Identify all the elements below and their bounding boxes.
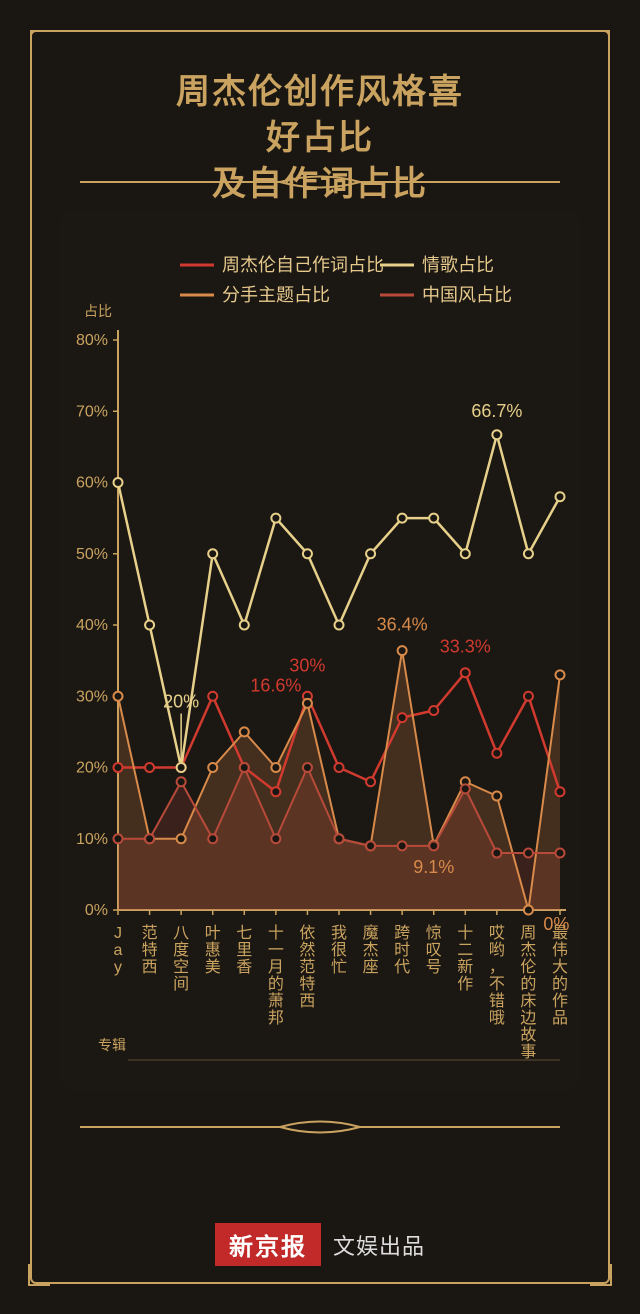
svg-text:50%: 50% [76,546,108,563]
svg-text:故: 故 [520,1026,536,1044]
svg-text:作: 作 [552,992,568,1010]
svg-text:分手主题占比: 分手主题占比 [222,285,330,305]
svg-text:20%: 20% [163,692,199,712]
svg-text:20%: 20% [76,760,108,777]
svg-text:依: 依 [299,924,315,942]
svg-text:占比: 占比 [84,303,112,319]
svg-text:然: 然 [299,941,315,959]
chart-container: 0%10%20%30%40%50%60%70%80%占比Jay范特西八度空间叶惠… [60,210,580,1090]
svg-text:床: 床 [520,992,536,1010]
svg-text:的: 的 [520,975,536,993]
svg-text:中国风占比: 中国风占比 [422,285,512,305]
svg-text:不: 不 [489,976,505,993]
ornament-bottom [80,1120,560,1134]
svg-text:西: 西 [299,993,315,1010]
svg-text:二: 二 [457,942,473,959]
svg-text:特: 特 [142,941,158,959]
svg-text:70%: 70% [76,403,108,420]
svg-text:30%: 30% [76,688,108,705]
svg-text:40%: 40% [76,617,108,634]
svg-text:十: 十 [457,924,473,942]
svg-text:月: 月 [268,959,284,976]
svg-text:66.7%: 66.7% [471,401,522,421]
title-line-1: 周杰伦创作风格喜好占比 [160,70,480,162]
svg-text:错: 错 [489,992,505,1010]
svg-text:80%: 80% [76,332,108,349]
svg-text:我: 我 [331,924,347,942]
svg-text:品: 品 [552,1010,568,1027]
footer: 新京报 文娱出品 [215,1223,425,1266]
svg-text:惠: 惠 [205,941,221,959]
svg-text:0%: 0% [85,902,108,919]
svg-text:专辑: 专辑 [98,1037,126,1053]
line-chart: 0%10%20%30%40%50%60%70%80%占比Jay范特西八度空间叶惠… [60,210,580,1090]
svg-text:新: 新 [457,958,473,976]
svg-text:哎: 哎 [489,924,505,942]
svg-text:33.3%: 33.3% [440,637,491,657]
svg-text:十: 十 [268,924,284,942]
svg-text:哦: 哦 [489,1009,505,1027]
svg-text:10%: 10% [76,831,108,848]
svg-text:忙: 忙 [331,958,347,976]
svg-text:座: 座 [363,958,379,976]
svg-text:时: 时 [394,941,410,959]
sub-brand: 文娱出品 [333,1229,425,1261]
svg-text:魔: 魔 [363,924,379,942]
svg-text:特: 特 [299,975,315,993]
ornament-top [80,175,560,189]
svg-text:J: J [114,925,122,942]
svg-text:范: 范 [299,958,315,976]
svg-text:惊: 惊 [426,924,442,942]
svg-text:八: 八 [173,925,189,942]
svg-text:一: 一 [268,942,284,959]
svg-text:香: 香 [236,958,252,976]
brand-badge: 新京报 [215,1223,321,1266]
svg-text:边: 边 [520,1009,536,1027]
svg-text:里: 里 [236,941,252,959]
svg-text:萧: 萧 [268,992,284,1010]
svg-text:30%: 30% [289,655,325,675]
svg-text:西: 西 [142,959,158,976]
svg-text:16.6%: 16.6% [250,676,301,696]
svg-text:号: 号 [426,958,442,976]
svg-text:七: 七 [236,924,252,942]
svg-text:的: 的 [268,975,284,993]
svg-text:0%: 0% [543,914,569,934]
svg-text:邦: 邦 [268,1009,284,1027]
svg-text:的: 的 [552,975,568,993]
svg-text:代: 代 [394,958,410,976]
svg-text:很: 很 [331,941,347,959]
svg-text:36.4%: 36.4% [377,615,428,635]
svg-text:间: 间 [173,975,189,993]
svg-text:杰: 杰 [520,941,536,959]
svg-text:大: 大 [552,958,568,976]
svg-text:杰: 杰 [363,941,379,959]
svg-text:叹: 叹 [426,942,442,959]
svg-text:跨: 跨 [394,924,410,942]
svg-text:周: 周 [520,925,536,942]
svg-text:，: ， [489,959,505,976]
svg-text:a: a [114,942,123,959]
svg-text:范: 范 [142,924,158,942]
svg-text:伟: 伟 [552,941,568,959]
svg-text:60%: 60% [76,475,108,492]
svg-text:9.1%: 9.1% [413,857,454,877]
svg-text:空: 空 [173,958,189,976]
svg-text:叶: 叶 [205,924,221,942]
svg-text:哟: 哟 [489,941,505,959]
svg-text:情歌占比: 情歌占比 [422,255,494,275]
svg-text:周杰伦自己作词占比: 周杰伦自己作词占比 [222,255,384,275]
svg-text:事: 事 [520,1043,536,1061]
svg-text:作: 作 [457,975,473,993]
svg-text:y: y [114,959,122,976]
svg-text:度: 度 [173,941,189,959]
svg-text:伦: 伦 [520,958,536,976]
svg-text:美: 美 [205,958,221,976]
